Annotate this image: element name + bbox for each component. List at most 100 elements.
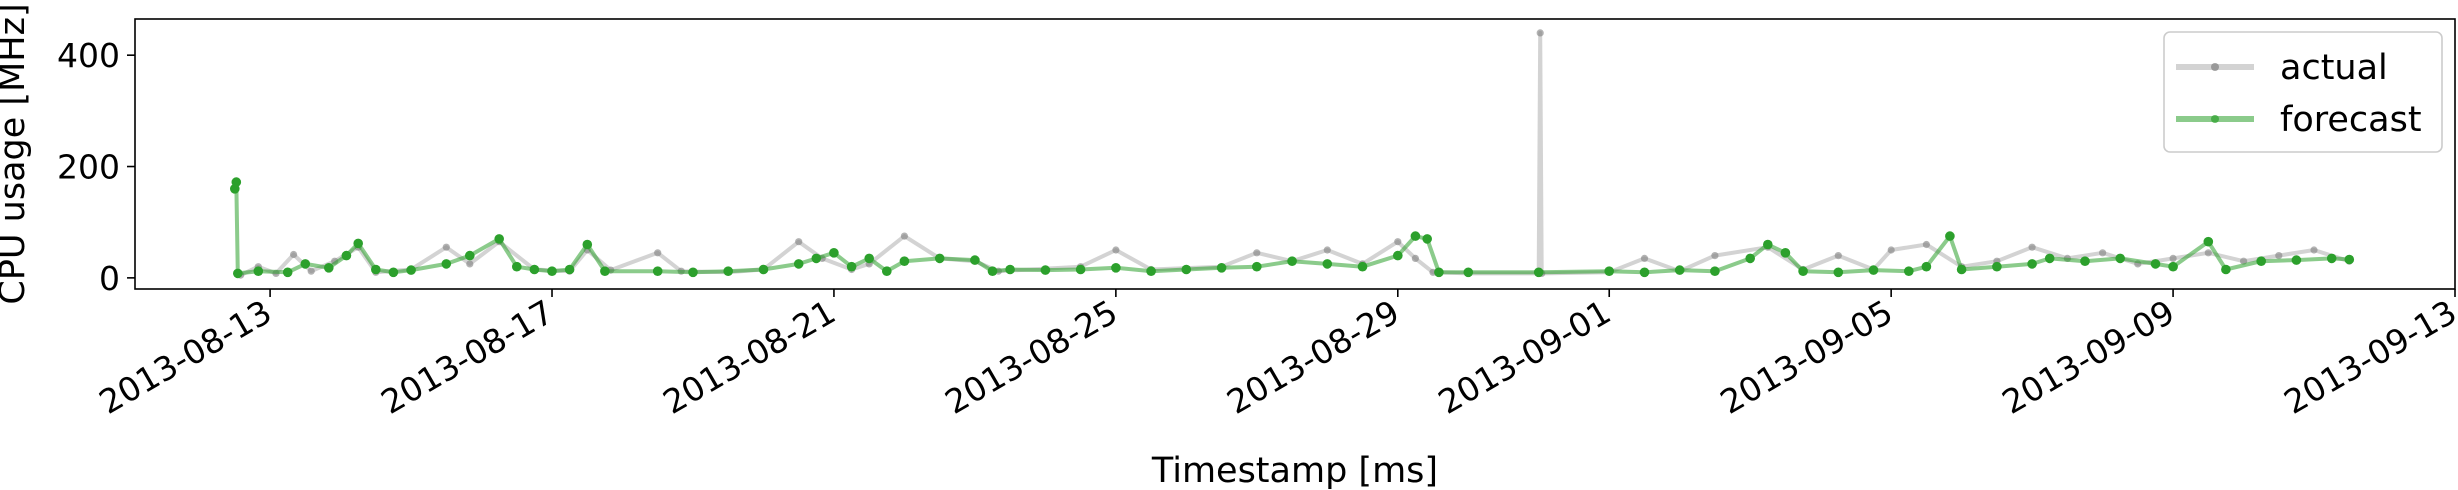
data-point-forecast <box>1833 267 1844 278</box>
x-axis-label: Timestamp [ms] <box>1151 451 1438 490</box>
data-point-actual <box>466 260 474 268</box>
legend-marker-actual <box>2211 63 2219 71</box>
data-point-forecast <box>987 266 998 277</box>
data-point-forecast <box>300 259 311 269</box>
data-point-forecast <box>441 259 452 269</box>
data-point-forecast <box>829 248 839 258</box>
data-point-forecast <box>465 250 475 261</box>
y-tick-label: 400 <box>57 36 120 75</box>
data-point-forecast <box>1422 234 1432 244</box>
y-axis: 0 200 400 <box>57 36 135 298</box>
data-point-forecast <box>1868 265 1879 275</box>
data-point-forecast <box>934 253 945 264</box>
legend-label-actual: actual <box>2280 48 2388 88</box>
data-point-forecast <box>253 266 264 277</box>
data-point-actual <box>442 243 450 251</box>
legend-label-forecast: forecast <box>2280 100 2422 140</box>
data-point-forecast <box>2027 259 2037 269</box>
data-point-actual <box>1536 29 1544 37</box>
data-point-forecast <box>371 264 381 275</box>
data-point-forecast <box>1393 250 1403 261</box>
data-point-forecast <box>1674 265 1685 275</box>
plot-frame <box>134 18 2456 290</box>
data-point-forecast <box>600 266 610 277</box>
data-point-forecast <box>1111 263 1121 273</box>
data-point-forecast <box>494 234 505 244</box>
data-point-forecast <box>2203 236 2214 247</box>
data-point-forecast <box>1921 261 1932 272</box>
data-point-forecast <box>529 264 540 275</box>
data-point-forecast <box>582 239 593 250</box>
data-point-forecast <box>388 267 399 278</box>
data-point-forecast <box>324 263 334 273</box>
data-point-actual <box>1323 246 1331 254</box>
data-point-forecast <box>2326 253 2337 264</box>
data-point-forecast <box>1710 266 1720 277</box>
data-point-forecast <box>1945 231 1955 241</box>
data-point-forecast <box>353 238 364 249</box>
data-point-forecast <box>1463 267 1474 278</box>
data-point-forecast <box>1434 267 1444 278</box>
data-point-forecast <box>1780 248 1791 258</box>
data-point-actual <box>2310 246 2318 254</box>
data-point-forecast <box>2344 254 2355 265</box>
data-point-forecast <box>1904 266 1914 277</box>
data-point-forecast <box>1745 253 1755 264</box>
data-point-actual <box>2169 254 2177 262</box>
data-point-forecast <box>1005 264 1015 275</box>
data-point-forecast <box>2221 264 2231 275</box>
data-point-forecast <box>547 266 557 277</box>
data-point-actual <box>2204 249 2212 257</box>
data-point-forecast <box>1322 259 1333 269</box>
data-point-forecast <box>1410 231 1421 241</box>
data-point-forecast <box>1216 263 1227 273</box>
data-point-forecast <box>688 267 698 278</box>
data-point-forecast <box>1287 256 1297 267</box>
data-point-actual <box>1394 238 1402 246</box>
data-point-forecast <box>341 250 352 261</box>
data-point-forecast <box>2044 253 2055 264</box>
data-point-forecast <box>2115 253 2125 264</box>
data-point-forecast <box>1533 267 1544 278</box>
data-point-actual <box>1834 252 1842 260</box>
data-point-forecast <box>2150 259 2161 269</box>
data-point-forecast <box>811 253 822 264</box>
y-tick-label: 200 <box>57 148 120 187</box>
data-point-forecast <box>2080 256 2090 267</box>
data-point-actual <box>1711 252 1719 260</box>
data-point-forecast <box>1252 261 1262 272</box>
data-point-actual <box>1411 254 1419 262</box>
data-point-forecast <box>564 264 575 275</box>
data-point-actual <box>1112 246 1120 254</box>
data-point-forecast <box>793 259 804 269</box>
data-point-forecast <box>1040 265 1051 275</box>
data-point-forecast <box>970 255 980 265</box>
y-tick-label: 0 <box>99 259 120 298</box>
y-axis-label: CPU usage [MHz] <box>0 3 33 304</box>
data-point-forecast <box>1075 264 1086 275</box>
data-point-forecast <box>758 264 769 275</box>
data-point-forecast <box>1604 266 1614 277</box>
series-layer <box>230 29 2355 279</box>
data-point-actual <box>1922 240 1930 249</box>
data-point-forecast <box>1639 267 1650 278</box>
data-point-forecast <box>899 256 910 267</box>
data-point-actual <box>1640 254 1649 262</box>
data-point-actual <box>307 267 315 275</box>
data-point-forecast <box>1798 266 1808 277</box>
data-point-forecast <box>406 265 416 275</box>
data-point-forecast <box>1992 261 2002 272</box>
data-point-actual <box>1887 246 1895 254</box>
data-point-actual <box>795 238 803 246</box>
data-point-forecast <box>723 266 733 277</box>
data-point-forecast <box>1181 264 1192 275</box>
data-point-actual <box>2028 243 2036 251</box>
data-point-forecast <box>652 266 663 277</box>
data-point-forecast <box>882 266 892 277</box>
data-point-forecast <box>512 261 522 272</box>
data-point-forecast <box>1763 239 1773 250</box>
data-point-forecast <box>1357 261 1368 272</box>
data-point-actual <box>654 249 662 257</box>
